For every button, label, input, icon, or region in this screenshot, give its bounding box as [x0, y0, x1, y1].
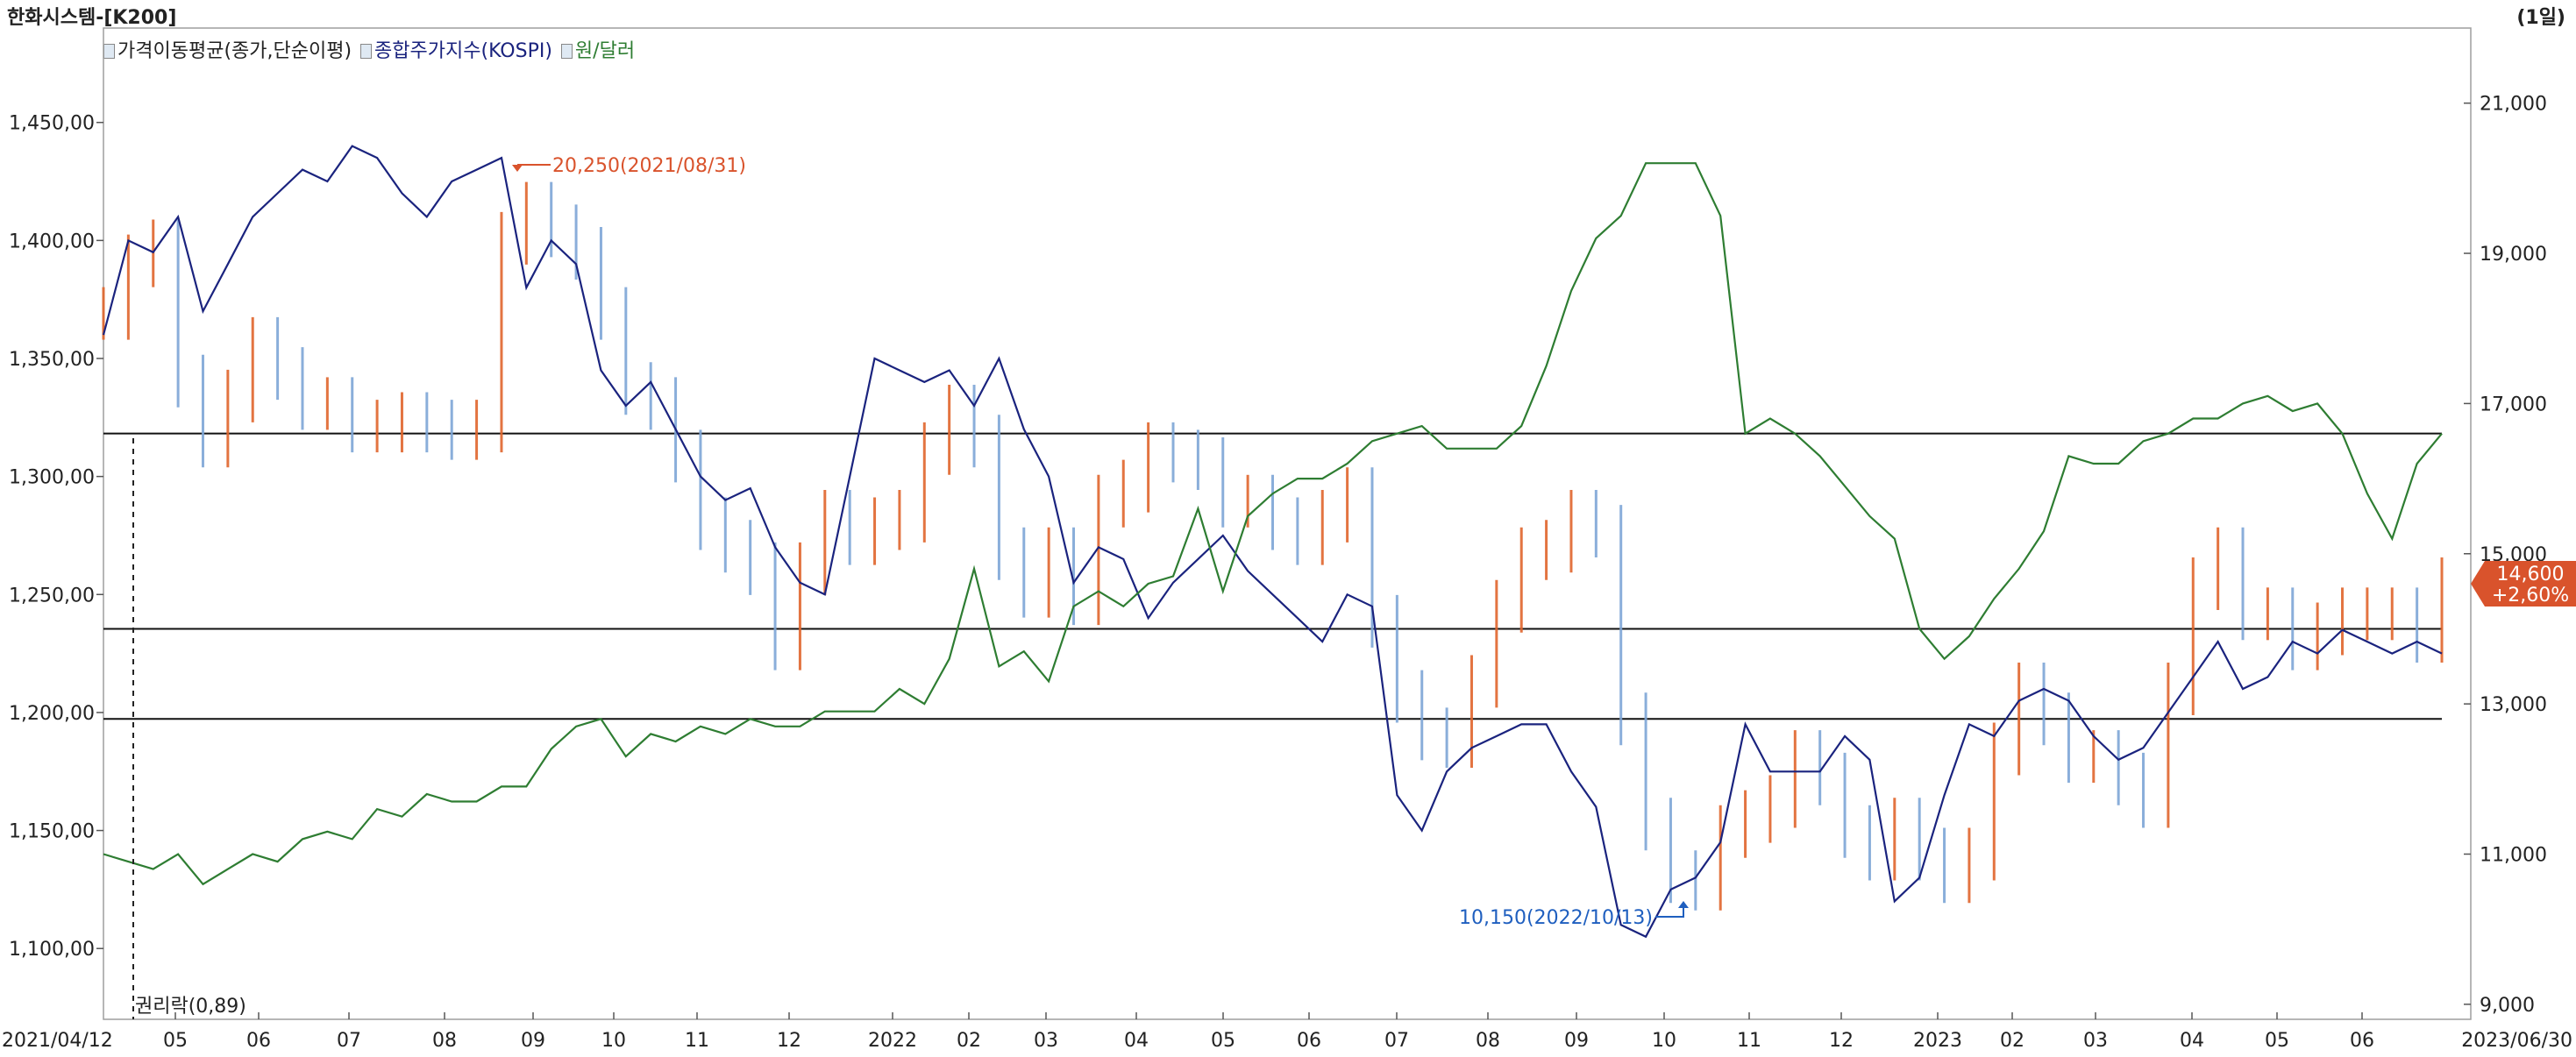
left-tick-label: 1,300,00 [9, 467, 95, 489]
right-tick-label: 21,000 [2480, 94, 2547, 116]
series-lines [102, 145, 2443, 939]
x-tick-label: 07 [1384, 1030, 1409, 1052]
x-tick-label: 2023 [1913, 1030, 1962, 1052]
x-tick-label: 06 [246, 1030, 271, 1052]
x-tick-label: 06 [1297, 1030, 1321, 1052]
plot-frame [103, 27, 2472, 1020]
legend-item: 가격이동평균(종가,단순이평) [103, 40, 352, 62]
legend-item: 종합주가지수(KOSPI) [360, 40, 552, 62]
x-tick-label: 09 [1564, 1030, 1589, 1052]
x-tick-label: 02 [2000, 1030, 2025, 1052]
horizontal-reference-lines [103, 432, 2442, 720]
legend-item: 원/달러 [560, 40, 636, 62]
right-tick-label: 9,000 [2480, 995, 2535, 1017]
x-tick-label: 12 [1829, 1030, 1854, 1052]
right-tick-label: 13,000 [2480, 694, 2547, 716]
legend-label: 종합주가지수(KOSPI) [374, 40, 552, 62]
high-marker [512, 165, 523, 172]
legend-marker [360, 44, 373, 59]
period-label: (1일) [2516, 7, 2565, 29]
annotations: 20,250(2021/08/31) 10,150(2022/10/13) 권리락(… [132, 155, 2576, 1019]
x-tick-label: 2021/04/12 [2, 1030, 113, 1052]
axes: 1,450,00 1,400,00 1,350,00 1,300,00 1,250,00… [2, 94, 2572, 1052]
x-tick-label: 06 [2350, 1030, 2374, 1052]
current-price-tag [2471, 561, 2576, 607]
left-tick-label: 1,350,00 [9, 349, 95, 371]
low-marker [1678, 901, 1689, 908]
x-tick-label: 05 [1211, 1030, 1235, 1052]
x-tick-label: 04 [2180, 1030, 2204, 1052]
candle-bars [102, 181, 2444, 911]
x-tick-label: 10 [601, 1030, 626, 1052]
left-tick-label: 1,400,00 [9, 231, 95, 252]
right-tick-label: 17,000 [2480, 394, 2547, 415]
x-tick-label: 07 [337, 1030, 361, 1052]
chart-title: 한화시스템-[K200] [7, 7, 177, 29]
high-label: 20,250(2021/08/31) [552, 155, 746, 177]
series-line [103, 162, 2443, 886]
rights-label: 권리락(0,89) [135, 996, 246, 1018]
legend-label: 가격이동평균(종가,단순이평) [117, 40, 352, 62]
x-tick-label: 08 [432, 1030, 457, 1052]
left-tick-label: 1,200,00 [9, 703, 95, 725]
right-tick-label: 19,000 [2480, 244, 2547, 266]
x-tick-label: 11 [1737, 1030, 1761, 1052]
x-tick-label: 05 [163, 1030, 188, 1052]
x-tick-label: 11 [685, 1030, 709, 1052]
legend: 가격이동평균(종가,단순이평) 종합주가지수(KOSPI) 원/달러 [103, 35, 644, 63]
left-tick-label: 1,450,00 [9, 113, 95, 135]
series-line [102, 145, 2443, 939]
low-leader [1655, 906, 1684, 918]
current-price-change: +2,60% [2492, 585, 2569, 607]
x-tick-label: 09 [521, 1030, 545, 1052]
x-tick-label: 12 [777, 1030, 801, 1052]
right-tick-label: 11,000 [2480, 845, 2547, 867]
x-tick-label: 2022 [868, 1030, 917, 1052]
left-tick-label: 1,150,00 [9, 821, 95, 843]
x-tick-label: 10 [1652, 1030, 1676, 1052]
legend-marker [560, 44, 573, 59]
current-price-value: 14,600 [2497, 564, 2565, 585]
x-tick-label: 08 [1476, 1030, 1500, 1052]
x-tick-label: 2023/06/30 [2461, 1030, 2572, 1052]
low-label: 10,150(2022/10/13) [1459, 907, 1653, 929]
x-tick-label: 03 [1034, 1030, 1058, 1052]
x-tick-label: 03 [2083, 1030, 2108, 1052]
x-tick-label: 04 [1124, 1030, 1149, 1052]
x-tick-label: 02 [957, 1030, 981, 1052]
x-tick-label: 05 [2265, 1030, 2289, 1052]
legend-label: 원/달러 [574, 40, 636, 62]
plot-border [103, 27, 2472, 1020]
left-tick-label: 1,100,00 [9, 939, 95, 961]
left-tick-label: 1,250,00 [9, 585, 95, 607]
